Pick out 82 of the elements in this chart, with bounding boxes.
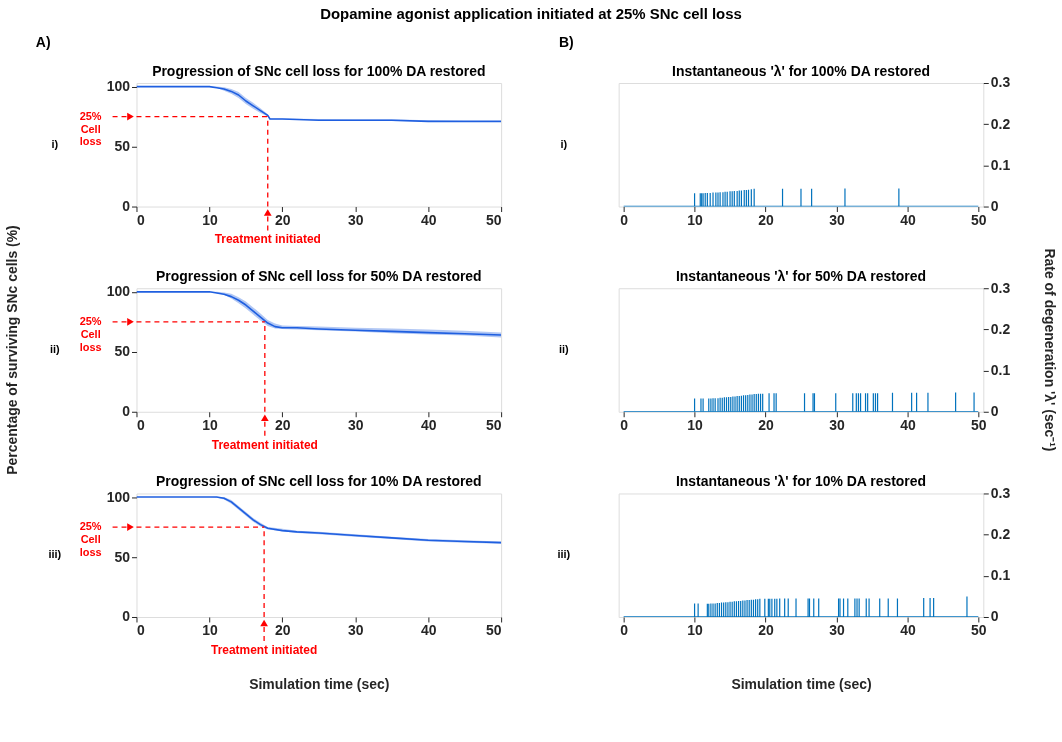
y-axis-title: Percentage of surviving SNc cells (%)	[3, 225, 20, 475]
x-tick-label: 10	[687, 417, 704, 434]
x-tick-label: 40	[900, 417, 916, 434]
y2-tick-label: 0.2	[990, 320, 1011, 337]
x-tick-label: 20	[758, 622, 775, 639]
x-tick-label: 30	[348, 622, 364, 639]
x-tick-label: 0	[620, 417, 629, 434]
text: A)	[35, 34, 51, 51]
x-tick-label: 0	[136, 417, 145, 434]
x-tick-label: 40	[900, 622, 916, 639]
x-tick-label: 30	[829, 417, 845, 434]
x-tick-label: 30	[348, 417, 364, 434]
y-tick-label: 0	[122, 198, 131, 215]
x-tick-label: 50	[486, 417, 502, 434]
x-tick-label: 50	[971, 211, 987, 228]
x-tick-label: 10	[202, 211, 218, 228]
y2-tick-label: 0	[990, 608, 999, 625]
x-tick-label: 20	[758, 417, 775, 434]
x-tick-label: 20	[275, 622, 291, 639]
x-tick-label: 10	[687, 211, 704, 228]
x-tick-label: 0	[136, 622, 145, 639]
ref-line-label: Treatment initiated	[211, 642, 318, 657]
x-tick-label: 50	[971, 622, 987, 639]
ref-line-label: Treatment initiated	[214, 232, 321, 247]
x-tick-label: 40	[420, 211, 437, 228]
x-tick-label: 10	[202, 622, 218, 639]
y2-axis-title: Rate of degeneration 'λ' (sec⁻¹)	[1042, 248, 1059, 452]
y-tick-label: 0	[122, 403, 131, 420]
text: ii)	[559, 342, 570, 355]
y-tick-label: 50	[114, 343, 131, 360]
legend-label: 25% Cell loss	[79, 520, 102, 558]
x-axis-title: Simulation time (sec)	[249, 676, 390, 693]
text: ii)	[49, 342, 60, 355]
y2-tick-label: 0.3	[990, 484, 1011, 501]
y2-tick-label: 0.1	[990, 362, 1011, 379]
x-tick-label: 20	[758, 211, 775, 228]
chart-title: Instantaneous 'λ' for 10% DA restored	[675, 473, 927, 490]
ref-line-label: Treatment initiated	[211, 437, 318, 452]
text: B)	[558, 34, 574, 51]
y-tick-label: 100	[106, 283, 131, 300]
x-tick-label: 30	[348, 211, 364, 228]
chart-title: Progression of SNc cell loss for 50% DA restored	[156, 268, 482, 285]
y2-tick-label: 0.1	[990, 567, 1011, 584]
x-tick-label: 0	[136, 211, 145, 228]
x-tick-label: 40	[420, 622, 437, 639]
text: i)	[560, 137, 568, 150]
x-tick-label: 50	[486, 622, 502, 639]
y2-tick-label: 0.1	[990, 156, 1011, 173]
x-tick-label: 10	[202, 417, 218, 434]
y-tick-label: 50	[114, 548, 131, 565]
text: i)	[51, 137, 59, 150]
y2-tick-label: 0	[990, 403, 999, 420]
y-tick-label: 100	[106, 78, 131, 95]
legend-label: 25% Cell loss	[79, 314, 102, 353]
x-tick-label: 0	[620, 211, 629, 228]
text: iii)	[48, 548, 62, 561]
chart-title: Progression of SNc cell loss for 100% DA restored	[152, 63, 486, 80]
y2-tick-label: 0.2	[990, 526, 1011, 543]
x-tick-label: 40	[420, 417, 437, 434]
x-tick-label: 0	[620, 622, 629, 639]
y2-tick-label: 0.3	[990, 279, 1011, 296]
x-tick-label: 10	[687, 622, 704, 639]
x-axis-title: Simulation time (sec)	[731, 676, 872, 693]
y2-tick-label: 0.2	[990, 115, 1011, 132]
text: Dopamine agonist application initiated at 25% SNc cell loss	[320, 4, 742, 22]
x-tick-label: 50	[486, 211, 502, 228]
chart-title: Instantaneous 'λ' for 100% DA restored	[672, 63, 930, 80]
x-tick-label: 40	[900, 211, 916, 228]
y2-tick-label: 0.3	[990, 74, 1011, 91]
x-tick-label: 20	[275, 417, 291, 434]
legend-label: 25% Cell loss	[79, 109, 102, 148]
x-tick-label: 50	[971, 417, 987, 434]
y2-tick-label: 0	[990, 198, 999, 215]
x-tick-label: 30	[829, 622, 845, 639]
chart-title: Instantaneous 'λ' for 50% DA restored	[675, 268, 927, 285]
y-tick-label: 100	[106, 488, 131, 505]
y-tick-label: 50	[114, 138, 131, 155]
chart-title: Progression of SNc cell loss for 10% DA restored	[156, 473, 482, 490]
x-tick-label: 20	[275, 211, 291, 228]
y-tick-label: 0	[122, 608, 131, 625]
text: iii)	[557, 548, 571, 561]
x-tick-label: 30	[829, 211, 845, 228]
